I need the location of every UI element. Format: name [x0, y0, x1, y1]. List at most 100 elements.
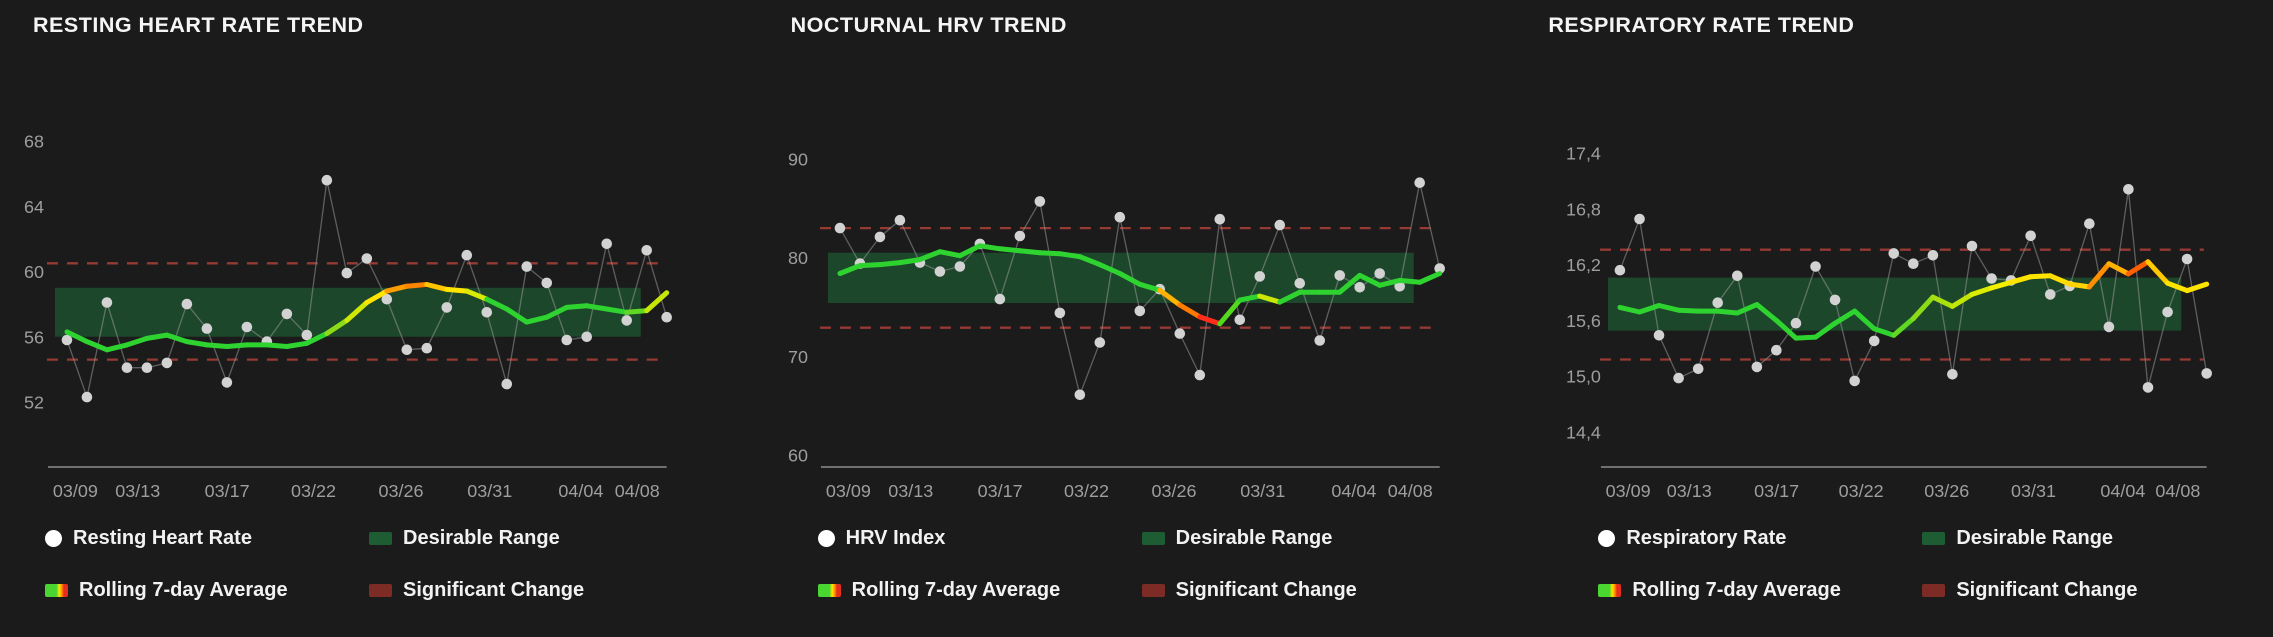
- data-point[interactable]: [2084, 218, 2095, 229]
- legend-item-rolling-average: Rolling 7-day Average: [1598, 577, 1841, 603]
- rolling-average-segment: [364, 288, 390, 305]
- data-point[interactable]: [301, 329, 313, 341]
- data-point[interactable]: [1334, 270, 1345, 281]
- data-point[interactable]: [341, 267, 353, 279]
- data-point[interactable]: [1214, 213, 1225, 225]
- data-point[interactable]: [1908, 258, 1919, 270]
- data-point[interactable]: [1810, 261, 1822, 272]
- data-point[interactable]: [221, 377, 233, 388]
- data-point[interactable]: [1434, 263, 1445, 274]
- data-point[interactable]: [1634, 213, 1646, 225]
- data-point[interactable]: [1374, 268, 1385, 279]
- data-point[interactable]: [401, 344, 413, 356]
- data-point[interactable]: [1314, 335, 1325, 346]
- data-point[interactable]: [2123, 184, 2135, 195]
- rolling-average-segment: [957, 243, 983, 259]
- data-point[interactable]: [1771, 344, 1782, 356]
- data-point[interactable]: [421, 342, 433, 354]
- data-point[interactable]: [201, 323, 213, 334]
- data-point[interactable]: [1712, 297, 1724, 309]
- data-point[interactable]: [461, 249, 473, 261]
- chart-plot-area[interactable]: 68 64 60 56 52 03/09 03/13 03/17 03/22 03/26 03/31…: [0, 0, 758, 637]
- data-point[interactable]: [1830, 294, 1841, 306]
- data-point[interactable]: [481, 307, 493, 318]
- legend-item-desirable-range: Desirable Range: [1141, 525, 1332, 551]
- data-point[interactable]: [1094, 337, 1105, 348]
- data-point[interactable]: [1927, 250, 1939, 261]
- chart-plot-area[interactable]: 17,4 16,8 16,2 15,6 15,0 14,4 03/09 03/13 03/17 0…: [1515, 0, 2273, 637]
- data-point[interactable]: [1732, 270, 1743, 282]
- data-point[interactable]: [1394, 281, 1405, 292]
- data-point[interactable]: [1354, 282, 1365, 293]
- data-point[interactable]: [641, 245, 653, 256]
- rolling-average-segment: [64, 329, 90, 345]
- data-point[interactable]: [661, 311, 672, 323]
- data-point[interactable]: [834, 222, 845, 234]
- data-point[interactable]: [1654, 330, 1665, 341]
- data-point[interactable]: [621, 315, 633, 326]
- data-point[interactable]: [1751, 361, 1763, 373]
- data-point[interactable]: [281, 308, 293, 320]
- data-point[interactable]: [1074, 389, 1085, 401]
- data-point[interactable]: [1986, 273, 1998, 284]
- data-point[interactable]: [2025, 230, 2037, 242]
- data-point[interactable]: [1947, 369, 1959, 380]
- data-point[interactable]: [1294, 278, 1305, 289]
- data-point[interactable]: [1673, 372, 1685, 384]
- data-point[interactable]: [1054, 307, 1065, 319]
- data-point[interactable]: [321, 174, 333, 186]
- data-point[interactable]: [1790, 317, 1802, 329]
- data-point[interactable]: [541, 277, 553, 289]
- data-point[interactable]: [934, 266, 945, 277]
- rolling-average-segment: [1676, 307, 1702, 314]
- data-point[interactable]: [361, 253, 373, 264]
- data-point[interactable]: [161, 357, 173, 369]
- data-point[interactable]: [1849, 375, 1861, 387]
- data-point[interactable]: [1967, 240, 1978, 252]
- data-point[interactable]: [2103, 321, 2115, 333]
- data-point[interactable]: [1014, 230, 1025, 242]
- data-point[interactable]: [101, 297, 113, 308]
- data-point[interactable]: [1194, 369, 1205, 381]
- data-point[interactable]: [561, 334, 573, 346]
- data-point[interactable]: [1034, 196, 1045, 207]
- data-point[interactable]: [1114, 211, 1125, 223]
- data-point[interactable]: [894, 214, 905, 226]
- data-point[interactable]: [1414, 177, 1425, 188]
- data-point[interactable]: [954, 261, 965, 272]
- data-point[interactable]: [1274, 219, 1285, 231]
- data-point[interactable]: [521, 261, 533, 272]
- data-point[interactable]: [1888, 248, 1900, 259]
- chart-nocturnal-hrv-trend: NOCTURNAL HRV TREND 90 80 70 60 03/09 03/13 03…: [758, 0, 1516, 637]
- data-point[interactable]: [441, 302, 453, 313]
- rolling-average-segment: [2145, 259, 2171, 286]
- data-point[interactable]: [2162, 306, 2174, 318]
- data-point[interactable]: [1234, 314, 1245, 326]
- y-axis-tick-label: 52: [24, 392, 44, 412]
- data-point[interactable]: [1174, 328, 1185, 339]
- data-point[interactable]: [874, 231, 885, 243]
- data-point[interactable]: [1254, 271, 1265, 282]
- data-point[interactable]: [381, 293, 393, 305]
- rolling-average-gradient-swatch-icon: [817, 583, 841, 597]
- data-point[interactable]: [2201, 368, 2213, 379]
- data-point[interactable]: [994, 293, 1005, 305]
- data-point[interactable]: [501, 378, 513, 390]
- data-point[interactable]: [581, 331, 593, 343]
- data-point[interactable]: [1134, 305, 1145, 317]
- data-point[interactable]: [1693, 363, 1704, 375]
- data-point[interactable]: [121, 362, 133, 374]
- data-point[interactable]: [1614, 264, 1626, 276]
- data-point[interactable]: [2182, 253, 2193, 265]
- chart-plot-area[interactable]: 90 80 70 60 03/09 03/13 03/17 03/22 03/26 03/31 04…: [758, 0, 1516, 637]
- data-point[interactable]: [141, 362, 153, 374]
- data-point[interactable]: [2045, 289, 2056, 300]
- rolling-average-segment: [2106, 261, 2132, 277]
- data-point[interactable]: [1869, 335, 1880, 347]
- data-point[interactable]: [2143, 382, 2154, 393]
- data-point[interactable]: [81, 391, 93, 403]
- data-point[interactable]: [601, 238, 613, 250]
- data-point[interactable]: [181, 298, 193, 310]
- data-point[interactable]: [241, 321, 253, 333]
- data-point[interactable]: [61, 334, 73, 346]
